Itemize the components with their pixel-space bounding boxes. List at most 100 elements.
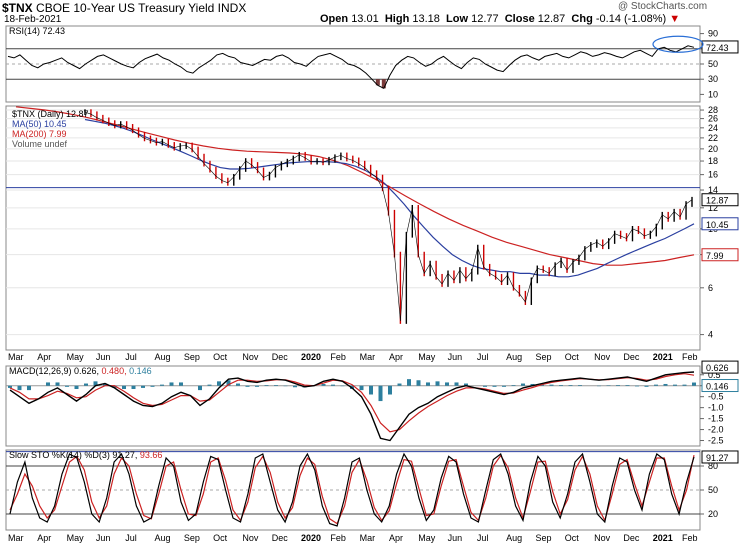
ma50-last-value: 10.45 (706, 220, 729, 230)
x-axis-label: Mar (360, 352, 376, 362)
price-last-value-box (701, 193, 739, 207)
x-axis-label: Jun (96, 352, 111, 362)
price-axis-tick-label: 28 (708, 105, 718, 115)
macd-signal-line (9, 373, 695, 433)
sto-last-value-box (701, 450, 739, 464)
high-label: High (384, 13, 410, 25)
ma200-last-value: 7.99 (706, 251, 724, 261)
x-axis-label-bottom: Apr (37, 533, 51, 543)
price-last-value: 12.87 (706, 196, 729, 206)
macd-axis-tick-label: 0.5 (708, 370, 721, 380)
sto-k-line (9, 452, 695, 527)
x-axis-label: Apr (37, 352, 51, 362)
macd-axis-tick-label: -2.5 (708, 436, 724, 446)
price-legend-symbol: $TNX (Daily) 12.87 (12, 109, 89, 119)
x-axis-label: Jun (448, 352, 463, 362)
x-axis-label: May (418, 352, 436, 362)
ma50-legend: MA(50) 10.45 (12, 119, 67, 129)
x-axis-label: Oct (213, 352, 228, 362)
x-axis-label-bottom: Dec (272, 533, 289, 543)
x-axis-label: 2020 (301, 352, 321, 362)
x-axis-label-bottom: Oct (565, 533, 580, 543)
x-axis-label-bottom: 2020 (301, 533, 321, 543)
x-axis-label-bottom: Feb (682, 533, 698, 543)
x-axis-label: Feb (682, 352, 698, 362)
x-axis-label: Nov (242, 352, 259, 362)
rsi-line (7, 45, 695, 89)
price-axis-tick-label: 26 (708, 114, 718, 124)
macd-hist-last-value: 0.146 (706, 382, 729, 392)
price-axis-tick-label: 18 (708, 156, 718, 166)
macd-last-value-box (701, 360, 739, 374)
x-axis-label-bottom: Jun (448, 533, 463, 543)
macd-line (9, 371, 695, 442)
x-axis-label-bottom: Feb (330, 533, 346, 543)
price-line (84, 111, 693, 322)
rsi-last-value: 72.43 (706, 43, 729, 53)
x-axis-label: Feb (330, 352, 346, 362)
high-value: 13.18 (412, 13, 440, 25)
x-axis-label-bottom: Jul (477, 533, 489, 543)
rsi-highlight-circle (652, 35, 704, 53)
sto-axis-tick-label: 20 (708, 509, 718, 519)
rsi-axis-tick-label: 10 (708, 89, 718, 99)
x-axis-label: Jul (477, 352, 489, 362)
macd-last-value: 0.626 (706, 363, 729, 373)
ma200-legend: MA(200) 7.99 (12, 129, 67, 139)
x-axis-label: Sep (184, 352, 200, 362)
x-axis-label: Aug (506, 352, 522, 362)
x-axis-label: Sep (535, 352, 551, 362)
rsi-axis-tick-label: 50 (708, 59, 718, 69)
open-value: 13.01 (351, 13, 379, 25)
sto-legend: Slow STO %K(14) %D(3) 91.27, 93.66 (9, 450, 162, 460)
volume-legend: Volume undef (12, 139, 68, 149)
symbol: $TNX (2, 1, 33, 15)
x-axis-label-bottom: Sep (184, 533, 200, 543)
macd-panel (5, 365, 701, 447)
x-axis-label: May (67, 352, 85, 362)
x-axis-label-bottom: Nov (242, 533, 259, 543)
macd-axis-tick-label: -0.5 (708, 392, 724, 402)
x-axis-label: 2021 (653, 352, 673, 362)
rsi-legend: RSI(14) 72.43 (9, 26, 65, 36)
macd-axis-tick-label: -1.5 (708, 414, 724, 424)
x-axis-label-bottom: May (67, 533, 85, 543)
ma50-last-value-box (701, 217, 739, 231)
macd-legend-hist: 0.146 (129, 366, 152, 376)
x-axis-label-bottom: Apr (389, 533, 403, 543)
x-axis-label-bottom: Mar (8, 533, 24, 543)
x-axis-label: Dec (623, 352, 640, 362)
chart-title: $TNX CBOE 10-Year US Treasury Yield INDX (2, 1, 246, 15)
x-axis-label: Nov (594, 352, 611, 362)
x-axis-label: Dec (272, 352, 289, 362)
x-axis-label-bottom: Sep (535, 533, 551, 543)
ma200-line (15, 106, 695, 266)
x-axis-label-bottom: Nov (594, 533, 611, 543)
macd-axis-tick-label: -1.0 (708, 403, 724, 413)
ma200-last-value-box (701, 248, 739, 262)
price-axis-tick-label: 6 (708, 283, 713, 293)
x-axis-label-bottom: Dec (623, 533, 640, 543)
chg-value: -0.14 (-1.08%) (595, 13, 667, 25)
x-axis-label: Aug (155, 352, 171, 362)
x-axis-label: Jul (125, 352, 137, 362)
x-axis-label-bottom: Mar (360, 533, 376, 543)
sto-axis-tick-label: 80 (708, 461, 718, 471)
sto-legend-d: 93.66 (140, 450, 163, 460)
price-panel (5, 105, 701, 351)
ma50-line (84, 118, 695, 278)
ohlc-summary: Open 13.01 High 13.18 Low 12.77 Close 12… (320, 13, 680, 25)
x-axis-label-bottom: Aug (506, 533, 522, 543)
low-label: Low (446, 13, 469, 25)
x-axis-label-bottom: Aug (155, 533, 171, 543)
x-axis-label: Apr (389, 352, 403, 362)
macd-axis-tick-label: -2.0 (708, 425, 724, 435)
x-axis-label: Oct (565, 352, 580, 362)
watermark: @ StockCharts.com (618, 1, 708, 12)
price-axis-tick-label: 16 (708, 170, 718, 180)
x-axis-label-bottom: Oct (213, 533, 228, 543)
price-axis-tick-label: 12 (708, 203, 718, 213)
close-label: Close (504, 13, 535, 25)
rsi-axis-tick-label: 30 (708, 74, 718, 84)
